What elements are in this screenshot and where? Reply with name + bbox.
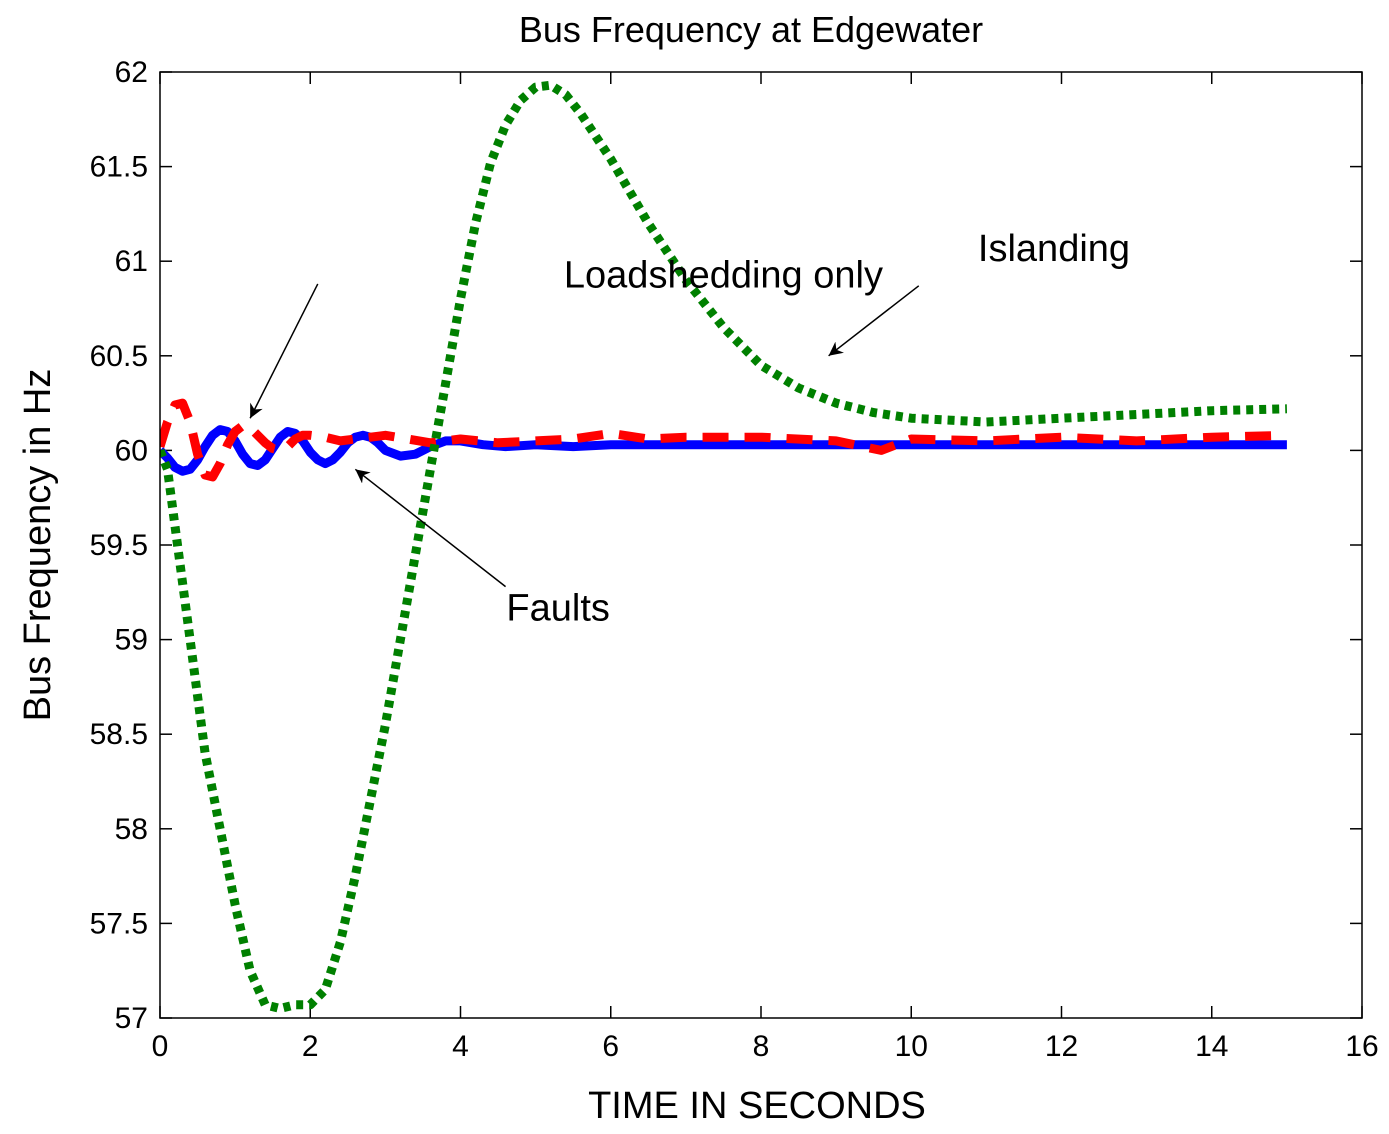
series-line-faults — [160, 425, 1287, 476]
chart-title: Bus Frequency at Edgewater — [519, 9, 983, 50]
annotations: Loadshedding only Islanding Faults — [249, 228, 1130, 630]
y-tick-label: 59.5 — [90, 529, 148, 562]
y-axis-label: Bus Frequency in Hz — [17, 369, 59, 722]
y-tick-label: 57.5 — [90, 907, 148, 940]
series-line-islanding — [160, 80, 1288, 1013]
annotation-label: Faults — [506, 588, 609, 630]
annotation-arrow — [828, 285, 920, 357]
y-tick-label: 57 — [115, 1002, 148, 1035]
x-tick-label: 14 — [1195, 1030, 1228, 1063]
x-tick-label: 4 — [452, 1030, 469, 1063]
y-tick-label: 59 — [115, 624, 148, 657]
x-tick-label: 16 — [1345, 1030, 1378, 1063]
y-tick-label: 61.5 — [90, 151, 148, 184]
x-tick-label: 0 — [152, 1030, 169, 1063]
x-axis-label: TIME IN SECONDS — [588, 1085, 926, 1127]
plot-frame — [159, 71, 1363, 1019]
series-group — [160, 80, 1288, 1013]
x-tick-label: 8 — [753, 1030, 770, 1063]
y-tick-label: 62 — [115, 56, 148, 89]
x-tick-label: 12 — [1045, 1030, 1078, 1063]
annotation-label: Islanding — [978, 228, 1130, 270]
axis-ticks: 0 2 4 6 8 10 12 14 16 57 57.5 58 58.5 59 59.5 60 60.5 61 6… — [90, 56, 1379, 1063]
y-tick-label: 61 — [115, 245, 148, 278]
annotation-arrow — [354, 468, 507, 588]
y-tick-label: 58.5 — [90, 718, 148, 751]
series-line-loadshedding — [160, 398, 1288, 482]
x-tick-label: 2 — [302, 1030, 319, 1063]
annotation-arrow — [249, 283, 319, 419]
annotation-label: Loadshedding only — [564, 255, 883, 297]
x-tick-label: 6 — [602, 1030, 619, 1063]
x-tick-label: 10 — [895, 1030, 928, 1063]
y-tick-label: 58 — [115, 813, 148, 846]
y-tick-label: 60 — [115, 434, 148, 467]
y-tick-label: 60.5 — [90, 340, 148, 373]
